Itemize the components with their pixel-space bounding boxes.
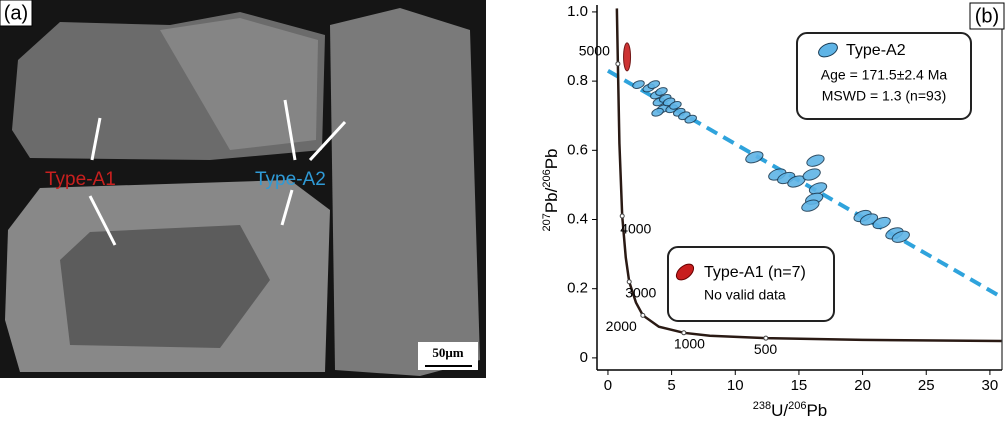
age-label: 4000 (620, 221, 651, 237)
age-marker (681, 330, 687, 336)
legend-swatch (675, 263, 695, 281)
x-axis-title: 238U/206Pb (753, 400, 828, 421)
y-axis-title-part: 206 (541, 169, 553, 187)
panel-label: (b) (975, 5, 999, 27)
arrow (283, 99, 297, 161)
error-ellipse (623, 42, 632, 72)
type-a1-label: Type-A1 (45, 169, 116, 190)
legend-box (796, 32, 972, 120)
arrow (88, 195, 117, 246)
type-a2-label: Type-A2 (255, 169, 326, 190)
legend-note: Age = 171.5±2.4 Ma (821, 67, 948, 83)
error-ellipse (655, 87, 668, 96)
error-ellipse (806, 154, 825, 167)
panel-label-box (969, 2, 1005, 30)
age-label: 1000 (674, 336, 705, 352)
error-ellipse (684, 114, 697, 124)
legend-note: MSWD = 1.3 (n=93) (822, 88, 947, 104)
y-axis-title: 207Pb/206Pb (541, 148, 562, 231)
panel-label: (a) (4, 2, 28, 24)
legend-note: No valid data (704, 287, 786, 303)
x-tick-label: 15 (791, 377, 808, 394)
x-tick-label: 10 (727, 377, 744, 394)
error-ellipse (745, 151, 764, 164)
age-marker (640, 312, 646, 318)
concordia-curve (615, 8, 1002, 343)
y-tick-label: 0.4 (567, 210, 588, 227)
crystal-2-core (60, 225, 270, 348)
y-axis-title-part: Pb/ (542, 187, 561, 213)
legend-label: Type-A1 (n=7) (704, 264, 806, 281)
error-ellipse (651, 107, 664, 117)
x-axis-title-part: U/ (771, 401, 788, 420)
y-tick-label: 0.2 (567, 280, 588, 297)
x-tick-label: 0 (604, 377, 612, 394)
x-tick-label: 5 (667, 377, 675, 394)
x-tick-label: 20 (854, 377, 871, 394)
arrow (280, 189, 294, 226)
age-label: 5000 (579, 43, 610, 59)
y-tick-label: 1.0 (567, 3, 588, 20)
arrows (88, 99, 347, 246)
arrow (90, 117, 102, 161)
arrow (308, 120, 347, 162)
error-ellipse (802, 168, 821, 181)
y-tick-label: 0.6 (567, 141, 588, 158)
error-ellipse (647, 80, 661, 89)
age-label: 3000 (625, 284, 656, 300)
error-ellipse (891, 230, 910, 243)
crystal-1-rim (160, 18, 318, 150)
age-label: 500 (754, 341, 778, 357)
legend-swatch (818, 42, 838, 58)
y-tick-label: 0.8 (567, 72, 588, 89)
x-axis-title-part: Pb (806, 401, 827, 420)
error-ellipse (669, 100, 682, 110)
age-marker (615, 61, 621, 67)
error-ellipse (801, 199, 820, 212)
age-marker (619, 213, 625, 219)
error-ellipse (632, 80, 645, 89)
legend-box (667, 246, 835, 322)
age-label: 2000 (606, 318, 637, 334)
panel-a: (a) Type-A1 Type-A2 50μm (0, 0, 486, 378)
panel-label-box (0, 0, 33, 27)
age-marker (626, 279, 632, 285)
error-ellipse (872, 216, 891, 230)
legend-label: Type-A2 (846, 42, 906, 59)
y-tick-label: 0 (580, 349, 588, 366)
scale-bar-label: 50μm (432, 345, 463, 360)
x-tick-label: 25 (918, 377, 935, 394)
x-axis-title-part: 206 (788, 400, 806, 412)
panel-b: 0 5 10 15 20 25 3000.20.40.60.81.0238U/206Pb20… (541, 2, 1005, 421)
age-marker (763, 335, 769, 341)
crystal-3 (330, 8, 480, 376)
error-ellipse (859, 213, 879, 226)
x-tick-label: 30 (982, 377, 999, 394)
y-axis-title-part: 207 (541, 213, 553, 231)
x-axis-title-part: 238 (753, 400, 771, 412)
y-axis-title-part: Pb (542, 148, 561, 169)
